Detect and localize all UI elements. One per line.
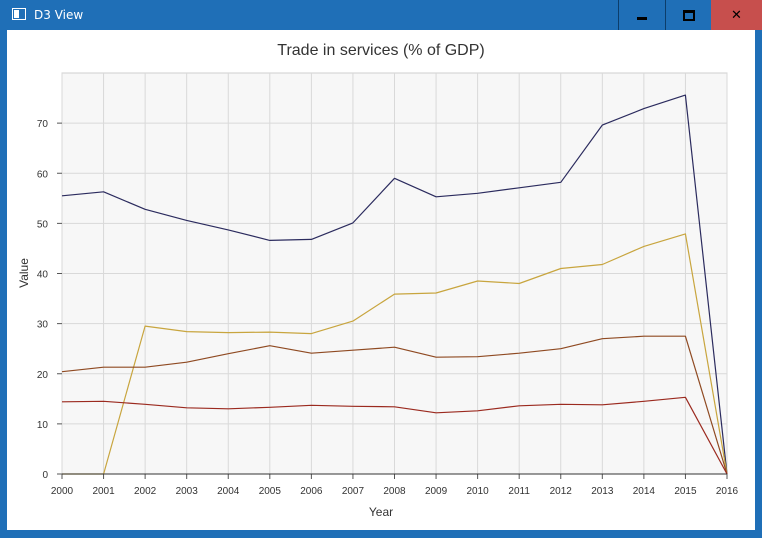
y-axis: 0 10 20 30 40 50 60 70 [37,119,62,481]
x-tick-label: 2006 [300,486,323,497]
series-line-1 [61,94,728,475]
x-tick-label: 2005 [259,486,282,497]
y-tick-label: 20 [37,370,49,381]
app-window-icon [12,8,26,20]
minimize-icon [637,16,647,20]
y-tick-label: 10 [37,420,49,431]
y-tick-label: 50 [37,219,49,230]
x-tick-label: 2007 [342,486,365,497]
x-tick-label: 2015 [674,486,697,497]
x-tick-label: 2008 [383,486,406,497]
series-lines [61,94,728,475]
maximize-icon [683,9,695,21]
x-tick-label: 2009 [425,486,448,497]
x-tick-label: 2010 [467,486,490,497]
y-tick-label: 60 [37,169,49,180]
x-tick-label: 2001 [92,486,115,497]
series-line-4 [61,396,728,475]
window-title: D3 View [34,8,84,22]
chart-panel: Trade in services (% of GDP) 2000 2001 200… [7,30,755,530]
maximize-button[interactable] [665,0,712,30]
line-chart: Trade in services (% of GDP) 2000 2001 200… [17,42,739,519]
x-tick-label: 2016 [716,486,739,497]
y-axis-label: Value [17,258,31,288]
series-line-3 [61,335,728,475]
x-axis-label: Year [369,505,393,519]
x-tick-label: 2000 [51,486,74,497]
series-line-2 [62,233,728,475]
minimize-button[interactable] [618,0,665,30]
y-tick-label: 70 [37,119,49,130]
y-tick-label: 40 [37,270,49,281]
x-tick-label: 2013 [591,486,614,497]
close-icon: ✕ [731,7,742,23]
x-tick-label: 2004 [217,486,240,497]
x-axis: 2000 2001 2002 2003 2004 2005 2006 2007 2008 2009… [51,473,739,497]
y-tick-label: 0 [42,470,48,481]
close-button[interactable]: ✕ [711,0,762,30]
y-tick-label: 30 [37,320,49,331]
x-tick-label: 2011 [508,486,530,497]
chart-title: Trade in services (% of GDP) [277,42,484,59]
window-titlebar[interactable]: D3 View ✕ [0,0,762,30]
x-tick-label: 2014 [633,486,656,497]
x-tick-label: 2002 [134,486,157,497]
x-tick-label: 2012 [550,486,573,497]
x-tick-label: 2003 [176,486,199,497]
